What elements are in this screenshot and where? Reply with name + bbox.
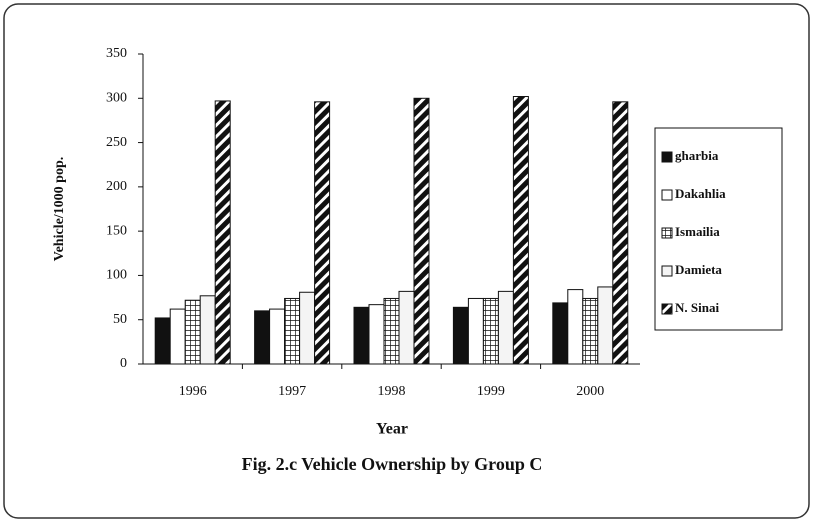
bar	[467, 297, 484, 365]
bar	[284, 297, 301, 365]
y-tick-label: 250	[106, 135, 127, 150]
bar	[398, 290, 415, 365]
x-tick-label: 2000	[576, 384, 604, 399]
x-tick-label: 1997	[278, 384, 306, 399]
x-axis-label: Year	[376, 421, 408, 438]
y-tick-label: 350	[106, 46, 127, 61]
legend-label: Ismailia	[675, 224, 720, 239]
y-axis-label: Vehicle/1000 pop.	[52, 157, 67, 262]
bar	[383, 297, 400, 365]
bar	[214, 100, 231, 365]
y-tick-label: 50	[113, 312, 127, 327]
frame	[3, 3, 810, 519]
legend-swatch	[661, 303, 673, 315]
x-tick-label: 1998	[378, 384, 406, 399]
chart-title: Fig. 2.c Vehicle Ownership by Group C	[242, 454, 543, 474]
bar	[199, 295, 216, 365]
y-tick-label: 0	[120, 356, 127, 371]
bar	[169, 308, 186, 365]
legend-label: Damieta	[675, 262, 722, 277]
x-tick-label: 1996	[179, 384, 207, 399]
bar	[368, 304, 385, 365]
bar	[567, 289, 584, 365]
y-tick-label: 300	[106, 91, 127, 106]
bar	[314, 101, 331, 365]
bar	[552, 302, 569, 365]
bar	[353, 306, 370, 365]
bar	[452, 306, 469, 365]
bar	[582, 297, 599, 365]
bar	[254, 310, 271, 365]
y-tick-label: 200	[106, 179, 127, 194]
x-tick-label: 1999	[477, 384, 505, 399]
bar	[154, 317, 171, 365]
y-tick-label: 150	[106, 223, 127, 238]
legend-label: N. Sinai	[675, 300, 719, 315]
legend-label: gharbia	[675, 148, 719, 163]
legend-label: Dakahlia	[675, 186, 726, 201]
legend-swatch	[661, 227, 673, 239]
bar	[299, 291, 316, 365]
bar	[612, 101, 629, 365]
legend-swatch	[661, 189, 673, 201]
bar	[269, 308, 286, 365]
bar	[497, 290, 514, 365]
legend-box	[654, 127, 783, 331]
bar	[597, 286, 614, 365]
bar	[512, 96, 529, 365]
bar	[482, 297, 499, 365]
y-tick-label: 100	[106, 268, 127, 283]
legend-swatch	[661, 265, 673, 277]
legend-swatch	[661, 151, 673, 163]
bar	[413, 97, 430, 365]
bar	[184, 299, 201, 365]
